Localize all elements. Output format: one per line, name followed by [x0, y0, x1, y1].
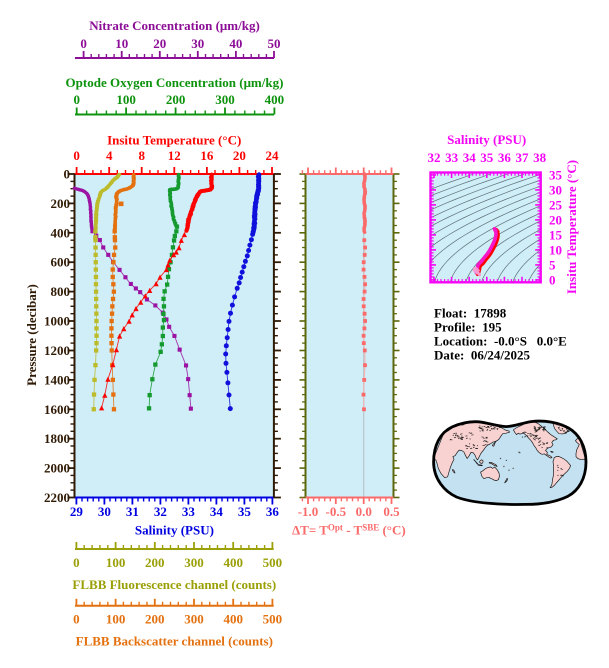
- svg-text:0: 0: [80, 36, 87, 51]
- svg-text:33: 33: [445, 150, 459, 165]
- svg-text:0: 0: [73, 612, 80, 627]
- svg-text:500: 500: [263, 612, 283, 627]
- svg-text:Insitu Temperature (°C): Insitu Temperature (°C): [564, 160, 579, 294]
- svg-text:36: 36: [266, 504, 280, 519]
- svg-text:400: 400: [223, 555, 243, 570]
- svg-text:38: 38: [533, 150, 547, 165]
- svg-text:35: 35: [549, 167, 563, 182]
- svg-text:4: 4: [106, 148, 113, 163]
- svg-text:0: 0: [64, 167, 71, 182]
- svg-text:0.0: 0.0: [356, 504, 372, 519]
- svg-text:Nitrate Concentration (μm/kg): Nitrate Concentration (μm/kg): [89, 18, 260, 33]
- svg-text:0: 0: [73, 555, 80, 570]
- svg-text:24: 24: [266, 148, 280, 163]
- svg-text:Pressure (decibar): Pressure (decibar): [24, 284, 39, 386]
- svg-text:-1.0: -1.0: [298, 504, 319, 519]
- svg-text:15: 15: [549, 227, 563, 242]
- svg-text:Insitu Temperature (°C): Insitu Temperature (°C): [107, 133, 241, 148]
- svg-text:16: 16: [200, 148, 214, 163]
- svg-text:Salinity (PSU): Salinity (PSU): [447, 132, 526, 147]
- svg-text:25: 25: [549, 197, 563, 212]
- svg-text:500: 500: [263, 555, 283, 570]
- svg-text:20: 20: [233, 148, 246, 163]
- svg-text:37: 37: [516, 150, 530, 165]
- svg-text:ΔT= TOpt - TSBE (°C): ΔT= TOpt - TSBE (°C): [292, 523, 406, 538]
- svg-text:34: 34: [210, 504, 224, 519]
- svg-text:35: 35: [238, 504, 252, 519]
- svg-text:FLBB Fluorescence channel (cou: FLBB Fluorescence channel (counts): [72, 577, 276, 592]
- svg-text:300: 300: [184, 555, 204, 570]
- svg-text:0: 0: [73, 92, 80, 107]
- svg-text:8: 8: [138, 148, 145, 163]
- svg-text:2000: 2000: [44, 461, 70, 476]
- svg-text:Profile: 195: Profile: 195: [434, 320, 502, 335]
- svg-text:300: 300: [215, 92, 235, 107]
- svg-text:100: 100: [106, 612, 126, 627]
- svg-text:2200: 2200: [44, 490, 70, 505]
- svg-text:0.5: 0.5: [383, 504, 400, 519]
- svg-text:Salinity (PSU): Salinity (PSU): [135, 523, 214, 538]
- svg-text:10: 10: [115, 36, 128, 51]
- svg-text:5: 5: [549, 257, 556, 272]
- svg-text:300: 300: [184, 612, 204, 627]
- svg-text:-0.5: -0.5: [326, 504, 347, 519]
- svg-text:600: 600: [51, 255, 71, 270]
- svg-text:400: 400: [51, 225, 71, 240]
- svg-text:1200: 1200: [44, 343, 70, 358]
- svg-text:FLBB Backscatter channel (coun: FLBB Backscatter channel (counts): [76, 634, 273, 649]
- svg-text:10: 10: [549, 242, 562, 257]
- svg-text:200: 200: [51, 196, 71, 211]
- svg-text:1400: 1400: [44, 372, 70, 387]
- svg-text:Float: 17898: Float: 17898: [434, 306, 507, 321]
- svg-text:40: 40: [229, 36, 242, 51]
- svg-text:20: 20: [153, 36, 166, 51]
- svg-text:0: 0: [549, 272, 556, 287]
- svg-text:30: 30: [98, 504, 111, 519]
- svg-text:1800: 1800: [44, 431, 70, 446]
- svg-text:Date: 06/24/2025: Date: 06/24/2025: [434, 347, 531, 362]
- svg-text:400: 400: [265, 92, 285, 107]
- svg-text:1000: 1000: [44, 314, 70, 329]
- svg-text:35: 35: [480, 150, 494, 165]
- svg-text:29: 29: [70, 504, 84, 519]
- svg-text:800: 800: [51, 284, 71, 299]
- svg-text:0: 0: [73, 148, 80, 163]
- svg-text:32: 32: [428, 150, 441, 165]
- svg-text:100: 100: [106, 555, 126, 570]
- svg-text:32: 32: [154, 504, 167, 519]
- svg-text:50: 50: [268, 36, 281, 51]
- svg-text:34: 34: [463, 150, 477, 165]
- svg-text:12: 12: [168, 148, 181, 163]
- svg-text:400: 400: [223, 612, 243, 627]
- svg-text:20: 20: [549, 212, 562, 227]
- svg-text:33: 33: [182, 504, 196, 519]
- svg-text:Location: -0.0°S 0.0°E: Location: -0.0°S 0.0°E: [434, 334, 567, 349]
- svg-text:100: 100: [116, 92, 136, 107]
- svg-text:30: 30: [191, 36, 204, 51]
- svg-text:Optode Oxygen Concentration (μ: Optode Oxygen Concentration (μm/kg): [66, 75, 284, 90]
- svg-text:200: 200: [145, 555, 165, 570]
- svg-text:200: 200: [145, 612, 165, 627]
- svg-text:36: 36: [498, 150, 512, 165]
- svg-text:1600: 1600: [44, 402, 70, 417]
- svg-text:31: 31: [126, 504, 139, 519]
- svg-text:200: 200: [166, 92, 186, 107]
- svg-text:30: 30: [549, 182, 562, 197]
